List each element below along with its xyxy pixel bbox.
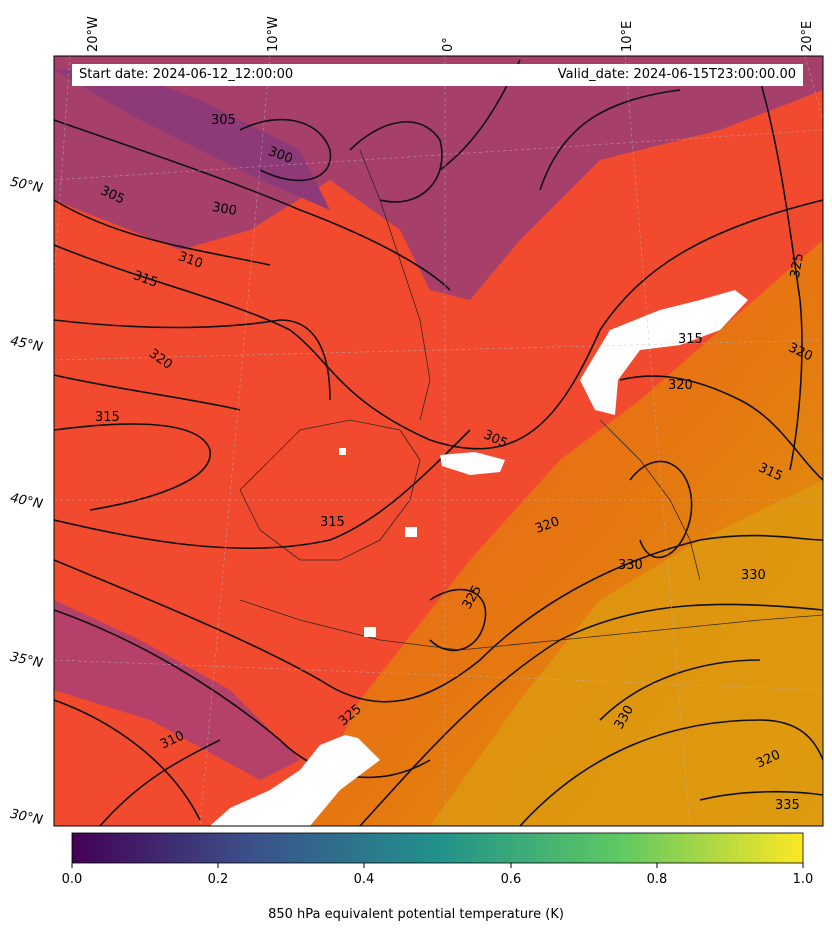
- contour-line: [519, 719, 823, 826]
- contour-line: [54, 423, 211, 511]
- colorbar-tick-label: 0.8: [646, 872, 668, 887]
- contour-line: [54, 429, 471, 550]
- contour-line: [54, 609, 431, 779]
- lon-label: 20°W: [86, 16, 101, 52]
- contour-line: [54, 199, 823, 450]
- contour-line: [699, 790, 823, 801]
- graticule: [54, 56, 823, 826]
- missing-data-patches: [210, 290, 748, 826]
- colorbar: [71, 832, 804, 864]
- contour-label: 330: [741, 568, 766, 583]
- contour-line: [349, 121, 443, 203]
- contour-line: [54, 699, 201, 821]
- contour-line: [629, 460, 693, 559]
- header-box: [72, 64, 803, 86]
- contour-line: [54, 119, 451, 291]
- lon-label: 10°W: [266, 16, 281, 52]
- lon-label: 0°: [441, 37, 456, 52]
- contour-label: 315: [95, 410, 120, 425]
- contour-line: [54, 199, 271, 266]
- colorbar-tick-label: 0.4: [353, 872, 375, 887]
- theta-e-coldest-band: [54, 70, 330, 210]
- start-date-label: Start date: 2024-06-12_12:00:00: [79, 67, 294, 82]
- contour-line: [54, 534, 823, 703]
- theta-e-sw-cold-band: [54, 600, 300, 780]
- contour-line: [619, 375, 823, 481]
- contour-line: [759, 79, 803, 471]
- isotherm-contours: [54, 59, 823, 826]
- colorbar-title: 850 hPa equivalent potential temperature…: [268, 907, 564, 922]
- contour-label: 315: [678, 332, 703, 347]
- theta-e-cold-region: [54, 56, 823, 300]
- theta-e-hot-region: [430, 480, 823, 826]
- colorbar-ticks: [71, 863, 804, 868]
- contour-line: [54, 374, 241, 411]
- coastlines: [239, 149, 823, 651]
- contour-line: [539, 89, 681, 191]
- lon-label: 10°E: [620, 20, 635, 52]
- contour-label: 330: [618, 558, 643, 573]
- colorbar-tick-label: 1.0: [792, 872, 814, 887]
- colorbar-tick-label: 0.2: [207, 872, 229, 887]
- contour-label: 315: [320, 515, 345, 530]
- contour-line: [54, 319, 331, 401]
- contour-line: [239, 118, 332, 182]
- valid-date-label: Valid_date: 2024-06-15T23:00:00.00: [557, 67, 796, 82]
- contour-label: 305: [211, 113, 236, 128]
- contour-label: 335: [775, 798, 800, 813]
- contour-line: [99, 739, 221, 826]
- contour-line: [429, 588, 487, 652]
- colorbar-tick-label: 0.0: [61, 872, 83, 887]
- lon-label: 20°E: [800, 20, 815, 52]
- colorbar-tick-label: 0.6: [500, 872, 522, 887]
- contour-line: [599, 659, 761, 721]
- map-frame: [53, 55, 824, 827]
- contour-label: 320: [668, 378, 693, 393]
- map-field: [54, 56, 823, 826]
